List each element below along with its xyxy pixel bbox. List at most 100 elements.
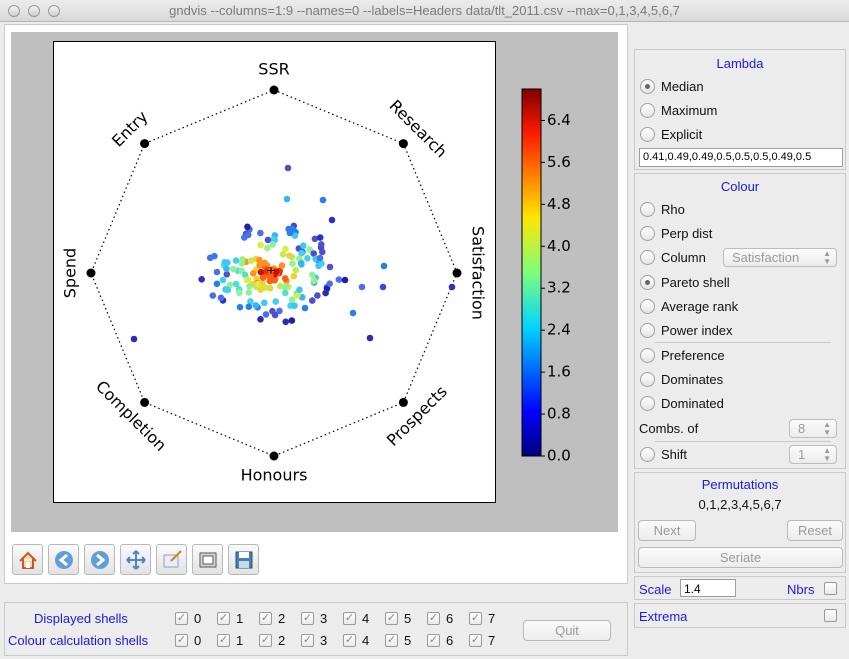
data-point — [257, 316, 264, 323]
colour-dominates-radio[interactable] — [640, 372, 655, 387]
colour-shell-checkbox-2[interactable]: ✓ — [259, 634, 272, 647]
data-point — [276, 307, 283, 315]
lambda-maximum-radio[interactable] — [640, 103, 655, 118]
nbrs-checkbox[interactable] — [824, 582, 837, 595]
displayed-shell-checkbox-0[interactable]: ✓ — [175, 612, 188, 625]
quit-button[interactable]: Quit — [523, 620, 611, 641]
data-point — [294, 292, 301, 299]
lambda-median-radio[interactable] — [640, 79, 655, 94]
home-icon[interactable] — [12, 544, 43, 575]
colour-pareto-shell-label: Pareto shell — [661, 275, 730, 290]
axis-label-honours: Honours — [241, 466, 308, 485]
data-point — [282, 245, 289, 253]
axis-label-spend: Spend — [61, 248, 80, 298]
scale-input[interactable]: 1.4 — [680, 579, 736, 597]
lambda-explicit-radio[interactable] — [640, 127, 655, 142]
seriate-button[interactable]: Seriate — [638, 547, 843, 568]
colour-shell-checkbox-0[interactable]: ✓ — [175, 634, 188, 647]
shift-label: Shift — [661, 447, 688, 462]
zoom-icon[interactable] — [156, 544, 187, 575]
colorbar-tick-label: 2.4 — [547, 321, 571, 339]
data-point — [264, 236, 272, 244]
displayed-shell-checkbox-label: 1 — [236, 611, 244, 626]
pan-icon[interactable] — [120, 544, 151, 575]
displayed-shell-checkbox-1[interactable]: ✓ — [217, 612, 230, 625]
extrema-panel: Extrema — [634, 603, 846, 628]
data-point — [257, 241, 264, 249]
colour-preference-label: Preference — [661, 348, 725, 363]
displayed-shell-checkbox-5[interactable]: ✓ — [385, 612, 398, 625]
colour-dominates-label: Dominates — [661, 372, 724, 387]
data-point — [245, 289, 253, 296]
data-point — [278, 262, 286, 269]
data-point — [288, 296, 296, 303]
shift-spinbox[interactable]: 1 ▲ ▼ — [789, 445, 837, 464]
data-point — [309, 297, 316, 304]
data-point — [319, 248, 326, 256]
column-select[interactable]: Satisfaction ▲ ▼ — [723, 248, 837, 267]
scale-label: Scale — [639, 582, 672, 597]
data-point — [326, 263, 334, 271]
close-window-button[interactable] — [8, 5, 20, 17]
lambda-explicit-input[interactable]: 0.41,0.49,0.49,0.5,0.5,0.5,0.49,0.5 — [639, 148, 843, 167]
colour-shell-checkbox-4[interactable]: ✓ — [343, 634, 356, 647]
data-point — [206, 254, 214, 262]
data-point — [286, 229, 294, 237]
permutations-value: 0,1,2,3,4,5,6,7 — [698, 497, 782, 512]
colour-dominated-radio[interactable] — [640, 396, 655, 411]
data-point — [266, 272, 274, 280]
next-button[interactable]: Next — [638, 520, 696, 541]
data-point — [319, 196, 327, 204]
data-point — [276, 282, 284, 290]
data-point — [273, 268, 280, 276]
data-point — [236, 303, 244, 311]
colour-preference-radio[interactable] — [640, 348, 655, 363]
colour-shell-checkbox-3[interactable]: ✓ — [301, 634, 314, 647]
colour-rho-radio[interactable] — [640, 202, 655, 217]
shift-radio[interactable] — [640, 447, 655, 462]
colour-perp-dist-radio[interactable] — [640, 226, 655, 241]
displayed-shell-checkbox-3[interactable]: ✓ — [301, 612, 314, 625]
colour-shell-checkbox-5[interactable]: ✓ — [385, 634, 398, 647]
data-point — [241, 234, 248, 241]
forward-arrow-icon[interactable] — [84, 544, 115, 575]
combs-spinbox[interactable]: 8 ▲ ▼ — [789, 419, 837, 438]
data-point — [217, 294, 225, 302]
reset-button[interactable]: Reset — [787, 520, 843, 541]
data-point — [318, 260, 325, 267]
data-point — [379, 283, 387, 291]
colour-power-index-radio[interactable] — [640, 323, 655, 338]
colour-shell-checkbox-7[interactable]: ✓ — [469, 634, 482, 647]
select-arrows-icon: ▲ ▼ — [823, 249, 831, 266]
data-point — [282, 318, 290, 326]
data-point — [316, 234, 324, 241]
displayed-shell-checkbox-2[interactable]: ✓ — [259, 612, 272, 625]
colour-average-rank-radio[interactable] — [640, 299, 655, 314]
colorbar-tick-label: 6.4 — [547, 111, 571, 129]
back-arrow-icon[interactable] — [48, 544, 79, 575]
data-point — [289, 260, 296, 267]
displayed-shell-checkbox-label: 0 — [194, 611, 202, 626]
axis-vertex — [398, 139, 408, 149]
data-point — [241, 271, 249, 279]
extrema-checkbox[interactable] — [824, 609, 837, 622]
displayed-shell-checkbox-7[interactable]: ✓ — [469, 612, 482, 625]
displayed-shell-checkbox-6[interactable]: ✓ — [427, 612, 440, 625]
data-point — [326, 280, 334, 288]
data-point — [349, 309, 357, 317]
data-point — [288, 317, 296, 324]
scale-panel: Scale 1.4 Nbrs — [634, 576, 846, 600]
colour-shell-checkbox-6[interactable]: ✓ — [427, 634, 440, 647]
colour-pareto-shell-radio[interactable] — [640, 275, 655, 290]
colorbar — [521, 88, 542, 457]
subplots-icon[interactable] — [192, 544, 223, 575]
colour-title: Colour — [720, 179, 760, 194]
save-icon[interactable] — [228, 544, 259, 575]
colour-column-radio[interactable] — [640, 250, 655, 265]
zoom-window-button[interactable] — [48, 5, 60, 17]
colour-shell-checkbox-1[interactable]: ✓ — [217, 634, 230, 647]
colorbar-tick-label: 0.8 — [547, 405, 571, 423]
minimize-window-button[interactable] — [28, 5, 40, 17]
displayed-shell-checkbox-4[interactable]: ✓ — [343, 612, 356, 625]
